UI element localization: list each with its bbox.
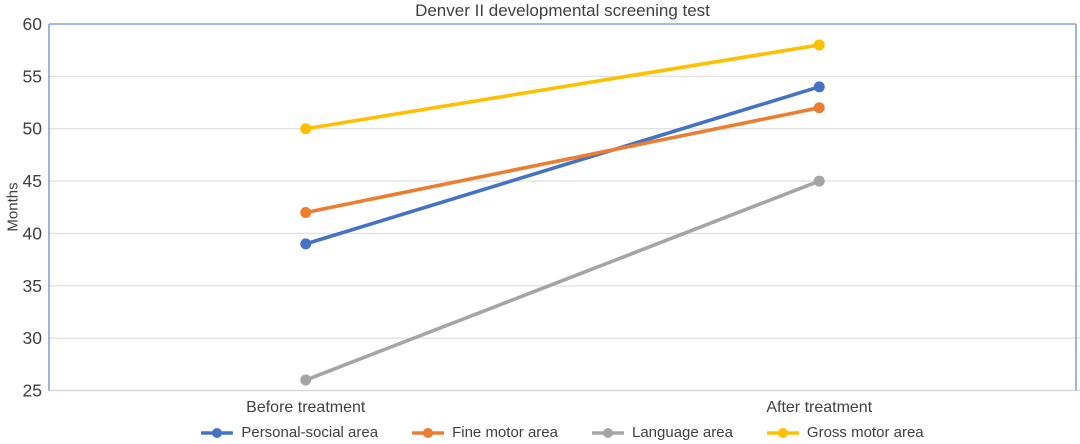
series-line-language-area bbox=[303, 179, 822, 382]
data-point-marker bbox=[813, 81, 825, 93]
line-marker-icon bbox=[591, 427, 624, 438]
series-line-gross-motor-area bbox=[303, 43, 822, 131]
line-marker-icon bbox=[201, 427, 234, 438]
y-tick-label: 50 bbox=[23, 119, 43, 139]
legend-item-gross-motor-area: Gross motor area bbox=[766, 424, 924, 441]
legend-item-personal-social-area: Personal-social area bbox=[201, 424, 378, 441]
series-line-personal-social-area bbox=[303, 85, 822, 246]
data-point-marker bbox=[300, 238, 312, 250]
legend-label: Language area bbox=[631, 424, 733, 441]
data-point-marker bbox=[300, 123, 312, 135]
y-tick-label: 40 bbox=[23, 223, 43, 243]
y-tick-label: 35 bbox=[23, 276, 42, 296]
data-point-marker bbox=[813, 39, 825, 51]
data-point-marker bbox=[300, 374, 312, 386]
x-category-label: After treatment bbox=[766, 399, 872, 416]
line-marker-icon bbox=[412, 427, 445, 438]
legend-item-fine-motor-area: Fine motor area bbox=[412, 424, 558, 441]
line-marker-icon bbox=[766, 427, 799, 438]
legend-label: Gross motor area bbox=[806, 424, 924, 441]
y-tick-label: 60 bbox=[23, 14, 43, 34]
series-line-fine-motor-area bbox=[303, 105, 822, 215]
data-point-marker bbox=[813, 102, 825, 114]
legend: Personal-social area Fine motor area Langu… bbox=[49, 424, 1076, 441]
data-point-marker bbox=[813, 175, 825, 187]
chart-title: Denver II developmental screening test bbox=[415, 1, 710, 20]
data-point-marker bbox=[300, 206, 312, 218]
y-tick-label: 25 bbox=[23, 381, 42, 401]
y-tick-label: 30 bbox=[23, 328, 43, 348]
legend-label: Fine motor area bbox=[452, 424, 558, 441]
legend-item-language-area: Language area bbox=[591, 424, 733, 441]
y-tick-label: 55 bbox=[23, 66, 42, 86]
y-tick-label: 45 bbox=[23, 171, 42, 191]
legend-label: Personal-social area bbox=[241, 424, 379, 441]
x-category-label: Before treatment bbox=[246, 399, 366, 416]
